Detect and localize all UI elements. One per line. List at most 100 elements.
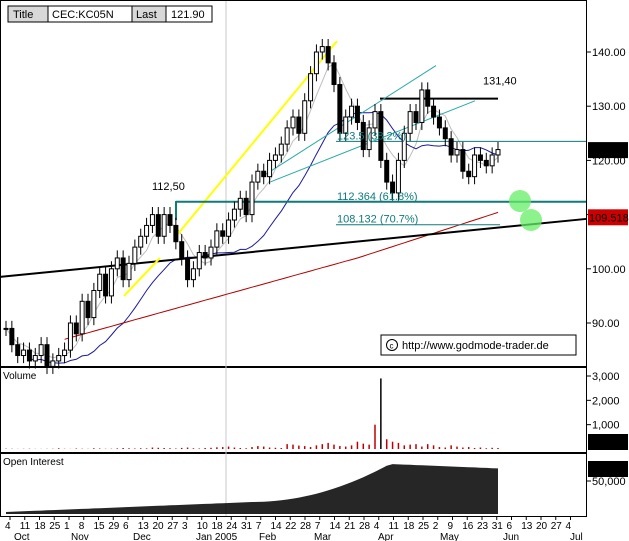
last-price-box (588, 142, 628, 159)
candle-body (343, 116, 349, 134)
candle-body (132, 246, 138, 264)
ma-slow-line (64, 211, 499, 340)
candle-body (378, 111, 384, 161)
date-tick-label: 28 (300, 521, 312, 532)
long-trend-line (0, 217, 587, 278)
candle-body (349, 105, 355, 118)
volume-tick-label: 3,000 (592, 371, 620, 383)
symbol-value: CEC:KC05N (52, 9, 114, 21)
oi-panel-title: Open Interest (3, 457, 64, 468)
watermark: c http://www.godmode-trader.de (380, 334, 577, 356)
volume-panel-title: Volume (3, 371, 37, 382)
date-tick-label: 29 (108, 521, 120, 532)
candle-body (483, 159, 489, 167)
date-tick-label: 22 (285, 521, 297, 532)
price-tick-label: 140.00 (592, 47, 626, 59)
ma-mid-line (29, 111, 499, 364)
date-tick-label: 21 (344, 521, 356, 532)
price-panel-frame (0, 0, 587, 367)
candle-body (202, 252, 208, 259)
candle-body (419, 89, 425, 123)
candle-body (38, 344, 44, 357)
candle-body (21, 349, 27, 357)
candle-body (108, 268, 114, 297)
price-candles (3, 38, 501, 374)
watermark-url: http://www.godmode-trader.de (402, 340, 549, 352)
candle-body (425, 89, 431, 107)
volume-panel-frame (0, 367, 587, 453)
ma-slow-label: 109.518 (589, 212, 629, 224)
date-tick-label: 23 (477, 521, 489, 532)
date-tick-label: 4 (374, 521, 380, 532)
candle-body (85, 300, 91, 319)
candle-body (9, 327, 15, 346)
candle-body (284, 127, 290, 145)
month-label: Jul (570, 532, 583, 541)
candle-body (495, 149, 501, 156)
date-tick-label: 27 (167, 521, 179, 532)
chart-header: Title CEC:KC05N Last 121.90 (7, 5, 213, 23)
candle-body (366, 127, 372, 151)
annotations: 131,40 112,50 123.5 (38.2%) 112.364 (61.8%)… (152, 76, 629, 226)
candle-body (167, 214, 173, 226)
candle-body (161, 214, 167, 237)
yellow-trend-short (123, 257, 161, 297)
last-value: 121.90 (171, 9, 205, 21)
fib-label: 112.364 (61.8%) (337, 191, 418, 203)
candle-body (413, 111, 419, 123)
date-tick-label: 3 (182, 521, 188, 532)
candle-body (319, 46, 325, 53)
date-tick-label: 27 (551, 521, 563, 532)
candle-body (390, 181, 396, 194)
volume-last-label: 97 (591, 437, 603, 449)
candle-body (120, 257, 126, 281)
candle-body (296, 116, 302, 134)
date-tick-label: 24 (226, 521, 238, 532)
candle-body (208, 246, 214, 259)
candle-body (466, 170, 472, 178)
date-tick-label: 1 (64, 521, 70, 532)
support-label: 112,50 (152, 181, 185, 193)
candle-body (237, 197, 243, 210)
volume-bars: 1,000 2,000 3,000 97 (5, 371, 628, 450)
candle-body (50, 360, 56, 367)
date-tick-label: 31 (492, 521, 504, 532)
date-tick-label: 18 (212, 521, 224, 532)
oi-panel-frame (0, 453, 587, 517)
candle-body (308, 73, 314, 102)
candle-body (243, 197, 249, 216)
candle-body (272, 154, 278, 161)
date-tick-label: 18 (35, 521, 47, 532)
date-tick-label: 4 (5, 521, 11, 532)
price-tick-label: 90.00 (592, 318, 620, 330)
date-tick-label: 15 (94, 521, 106, 532)
candle-body (3, 327, 9, 330)
candle-body (267, 159, 273, 178)
candle-body (325, 46, 331, 64)
date-tick-label: 7 (256, 521, 262, 532)
candle-body (138, 235, 144, 248)
candle-body (114, 257, 120, 270)
oi-last-label: 62,709 (589, 464, 623, 476)
date-tick-label: 10 (197, 521, 209, 532)
last-price-label: 121.90 (591, 145, 625, 157)
candle-body (489, 154, 495, 167)
date-tick-label: 25 (49, 521, 61, 532)
panel-frames (0, 0, 587, 517)
candle-body (79, 300, 85, 335)
candle-body (255, 170, 261, 183)
candle-body (32, 355, 38, 362)
month-label: Mar (314, 532, 332, 541)
candle-body (407, 111, 413, 134)
candle-body (477, 154, 483, 161)
volume-tick-label: 1,000 (592, 420, 620, 432)
oi-tick-label: 50,000 (592, 476, 626, 488)
candle-body (384, 159, 390, 183)
candle-body (431, 105, 437, 118)
date-tick-label: 14 (330, 521, 342, 532)
candle-body (261, 170, 267, 178)
candle-body (62, 349, 68, 357)
month-label: Jan 2005 (196, 532, 238, 541)
